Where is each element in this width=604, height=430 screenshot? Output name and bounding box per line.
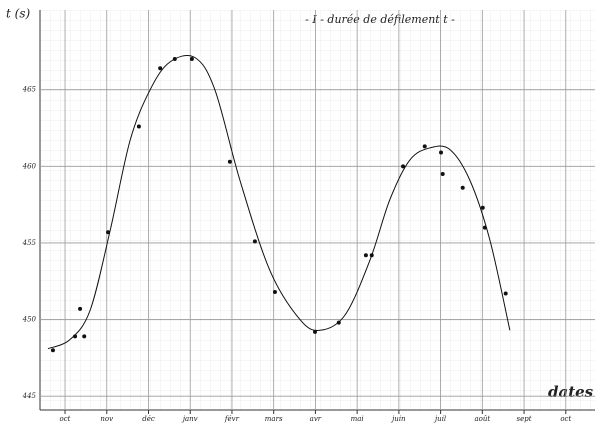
x-tick-label: août bbox=[474, 415, 490, 423]
x-tick-label: mars bbox=[265, 415, 283, 423]
y-axis-label: t (s) bbox=[6, 7, 30, 21]
data-point bbox=[78, 306, 83, 311]
y-tick-label: 465 bbox=[22, 86, 37, 94]
x-tick-label: sept bbox=[517, 415, 532, 423]
chart-title: - I - durée de défilement t - bbox=[305, 13, 455, 26]
x-tick-label: juin bbox=[390, 415, 406, 423]
y-tick-label: 460 bbox=[22, 162, 37, 170]
x-tick-label: oct bbox=[60, 415, 71, 423]
y-tick-label: 450 bbox=[22, 316, 37, 324]
data-point bbox=[82, 334, 87, 339]
x-tick-label: oct bbox=[560, 415, 571, 423]
data-point bbox=[401, 164, 406, 169]
data-point bbox=[440, 171, 445, 176]
data-point bbox=[503, 291, 508, 296]
y-tick-label: 455 bbox=[22, 239, 37, 247]
data-point bbox=[480, 205, 485, 210]
data-point bbox=[363, 253, 368, 258]
data-point bbox=[158, 66, 163, 71]
data-point bbox=[460, 185, 465, 190]
data-point bbox=[422, 144, 427, 149]
x-tick-label: janv bbox=[181, 415, 198, 423]
x-axis-label: dates bbox=[548, 383, 594, 401]
x-tick-label: nov bbox=[100, 415, 113, 423]
data-point bbox=[50, 348, 55, 353]
x-tick-label: déc bbox=[142, 415, 155, 423]
x-tick-label: mai bbox=[351, 415, 364, 423]
graph-paper bbox=[40, 10, 595, 410]
data-point bbox=[189, 57, 194, 62]
x-tick-label: avr bbox=[310, 415, 322, 423]
data-point bbox=[439, 150, 444, 155]
y-tick-label: 445 bbox=[22, 392, 37, 400]
fitted-curve bbox=[47, 55, 511, 350]
data-point bbox=[272, 289, 277, 294]
data-point bbox=[252, 239, 257, 244]
x-tick-label: févr bbox=[224, 415, 240, 423]
data-point bbox=[227, 159, 232, 164]
x-tick-label: juil bbox=[433, 415, 446, 423]
data-point bbox=[136, 124, 141, 129]
